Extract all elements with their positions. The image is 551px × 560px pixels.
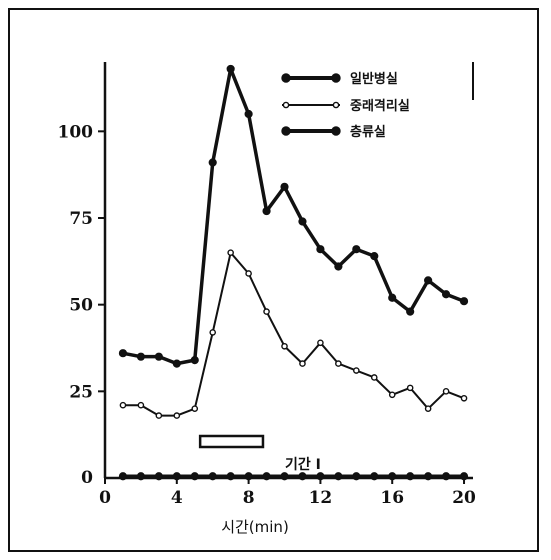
data-point [136,352,146,361]
data-point [442,388,450,395]
data-point [334,472,343,481]
data-point [190,356,199,365]
data-point [137,401,145,409]
data-point [262,206,271,216]
x-tick-label: 4 [171,488,183,508]
data-point [460,394,468,402]
data-point [263,308,270,315]
y-tick-label: 25 [69,382,93,402]
data-point [136,472,146,481]
data-point [388,472,397,481]
x-tick-label: 12 [309,488,333,508]
legend-marker [331,73,341,83]
data-point [335,360,342,367]
data-point [119,401,127,409]
data-point [209,329,217,336]
data-point [244,472,253,481]
legend-marker [281,126,291,136]
data-point [226,472,235,481]
x-tick-label: 0 [99,488,111,508]
data-point [406,384,414,392]
data-point [191,405,199,412]
series-layer [118,64,469,481]
legend-marker [331,126,341,136]
data-point [406,307,415,316]
series-line [122,251,465,417]
data-point [334,262,343,271]
data-point [172,472,181,481]
data-point [424,405,432,412]
data-point [173,412,181,419]
line-chart: 25 50 75 100 0 0 4 8 12 16 20 시간(min) 기간 Ⅰ 일반병실중래… [58,62,476,536]
data-point [424,472,433,481]
y-tick-label: 100 [58,122,94,142]
data-point [370,374,378,381]
data-point [245,270,252,277]
data-point [281,342,288,350]
data-point [227,249,234,256]
data-point [118,472,128,481]
data-point [406,472,415,481]
data-point [262,472,271,481]
data-point [352,245,361,254]
data-point [154,472,163,481]
data-point [118,349,128,358]
data-point [299,360,306,367]
legend-label: 중래격리실 [350,98,410,114]
legend-label: 일반병실 [350,71,398,87]
y-ticks: 25 50 75 100 0 [58,122,105,488]
data-point [280,472,289,481]
data-point [316,472,325,481]
y-tick-label: 75 [69,209,93,229]
data-point [459,297,469,306]
data-point [352,472,361,481]
x-tick-label: 8 [243,488,255,508]
data-point [370,252,379,261]
data-point [280,182,289,191]
data-point [388,391,396,399]
data-point [353,367,360,374]
data-point [226,64,235,74]
x-tick-label: 16 [380,488,404,508]
legend-marker [332,101,340,109]
x-axis-title: 시간(min) [221,518,289,536]
data-point [424,276,433,285]
data-point [441,290,451,299]
data-point [459,472,469,481]
data-point [441,472,451,481]
data-point [172,359,181,368]
y-tick-label: 50 [69,296,93,316]
data-point [154,352,163,361]
data-point [370,472,379,481]
data-point [190,472,199,481]
y-tick-label: 0 [81,468,93,488]
legend-label: 층류실 [350,124,386,140]
legend-marker [281,73,291,83]
data-point [388,293,397,302]
x-ticks: 0 4 8 12 16 20 [99,478,476,508]
data-point [316,245,325,254]
data-point [208,158,217,167]
series-line [122,67,465,366]
data-point [298,472,307,481]
legend-marker [282,101,290,109]
data-point [155,412,163,419]
period-label: 기간 Ⅰ [285,456,321,473]
data-point [298,217,307,226]
x-tick-label: 20 [452,488,476,508]
data-point [317,339,324,347]
period-marker: 기간 Ⅰ [198,434,321,473]
period-bar [198,434,265,449]
data-point [244,109,253,119]
data-point [208,472,217,481]
